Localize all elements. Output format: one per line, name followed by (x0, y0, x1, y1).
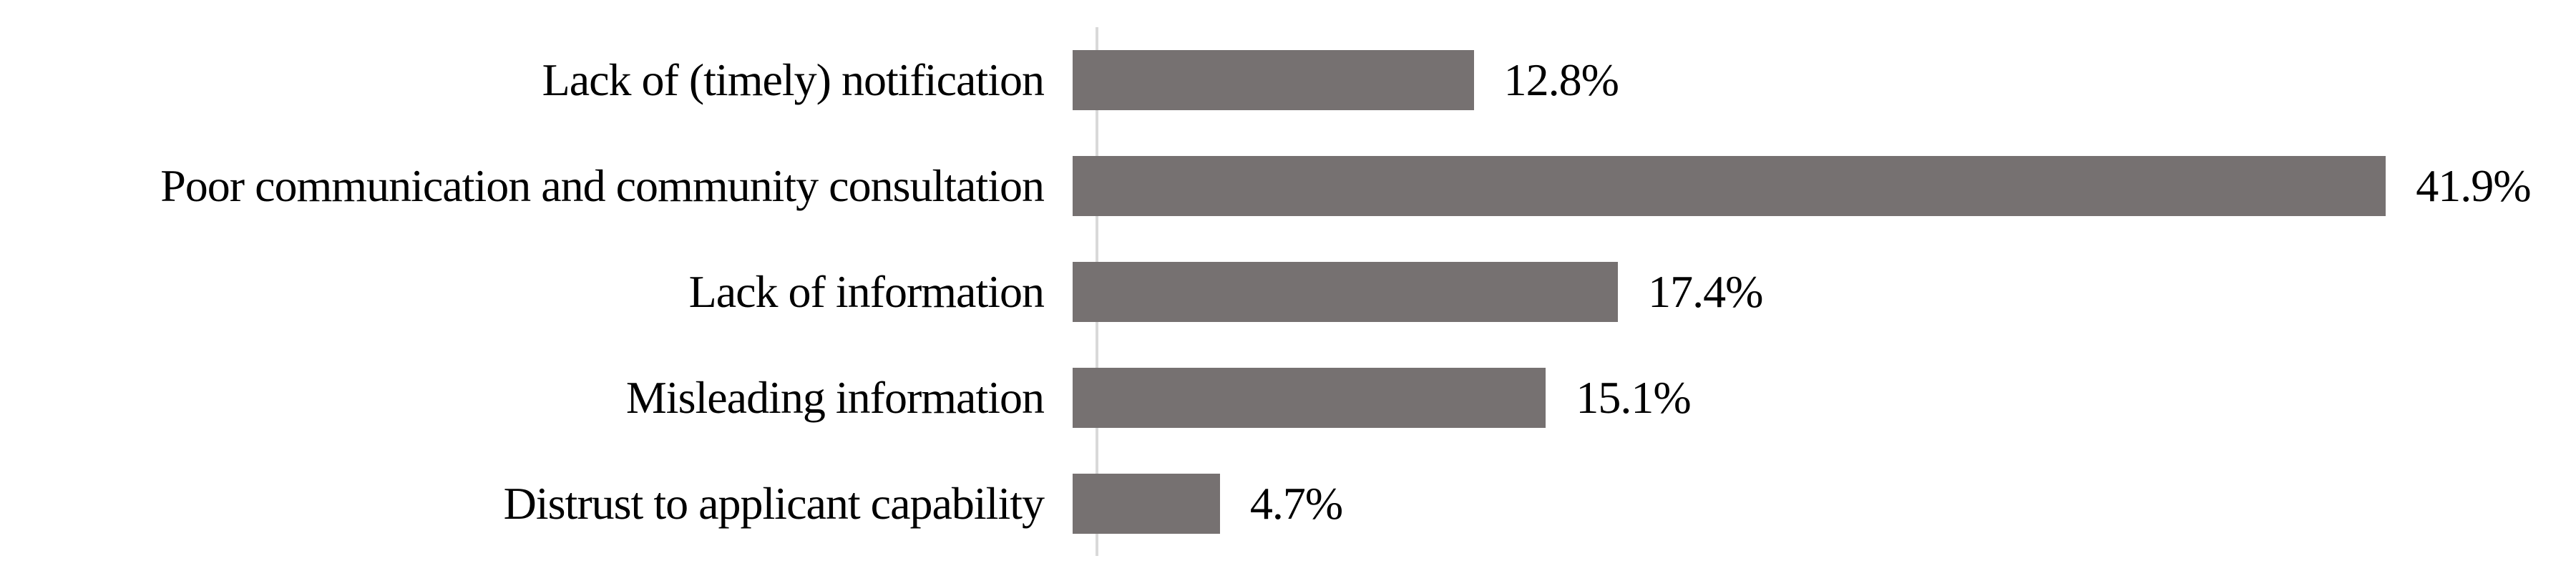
bar-row: Misleading information 15.1% (0, 345, 2576, 451)
bar-track: 15.1% (1073, 345, 2576, 451)
bar-track: 12.8% (1073, 27, 2576, 133)
category-label: Lack of (timely) notification (542, 54, 1045, 105)
category-label: Poor communication and community consult… (160, 160, 1045, 211)
bar-track: 41.9% (1073, 133, 2576, 239)
bar-row: Poor communication and community consult… (0, 133, 2576, 239)
value-label: 4.7% (1249, 478, 1343, 529)
value-label: 41.9% (2416, 160, 2531, 211)
value-label: 12.8% (1503, 54, 1619, 105)
bar (1073, 156, 2386, 216)
plot-area: Lack of (timely) notification 12.8% Poor… (0, 27, 2576, 557)
bar (1073, 474, 1220, 534)
bar-track: 17.4% (1073, 239, 2576, 345)
value-label: 17.4% (1648, 266, 1763, 317)
category-label: Lack of information (688, 265, 1045, 317)
bar-row: Lack of information 17.4% (0, 239, 2576, 345)
bar (1073, 262, 1619, 322)
category-label: Distrust to applicant capability (503, 477, 1045, 529)
bar (1073, 50, 1474, 110)
category-label: Misleading information (625, 371, 1045, 423)
value-label: 15.1% (1576, 372, 1691, 423)
bar-track: 4.7% (1073, 451, 2576, 557)
bar (1073, 368, 1546, 428)
bar-row: Distrust to applicant capability 4.7% (0, 451, 2576, 557)
bar-row: Lack of (timely) notification 12.8% (0, 27, 2576, 133)
